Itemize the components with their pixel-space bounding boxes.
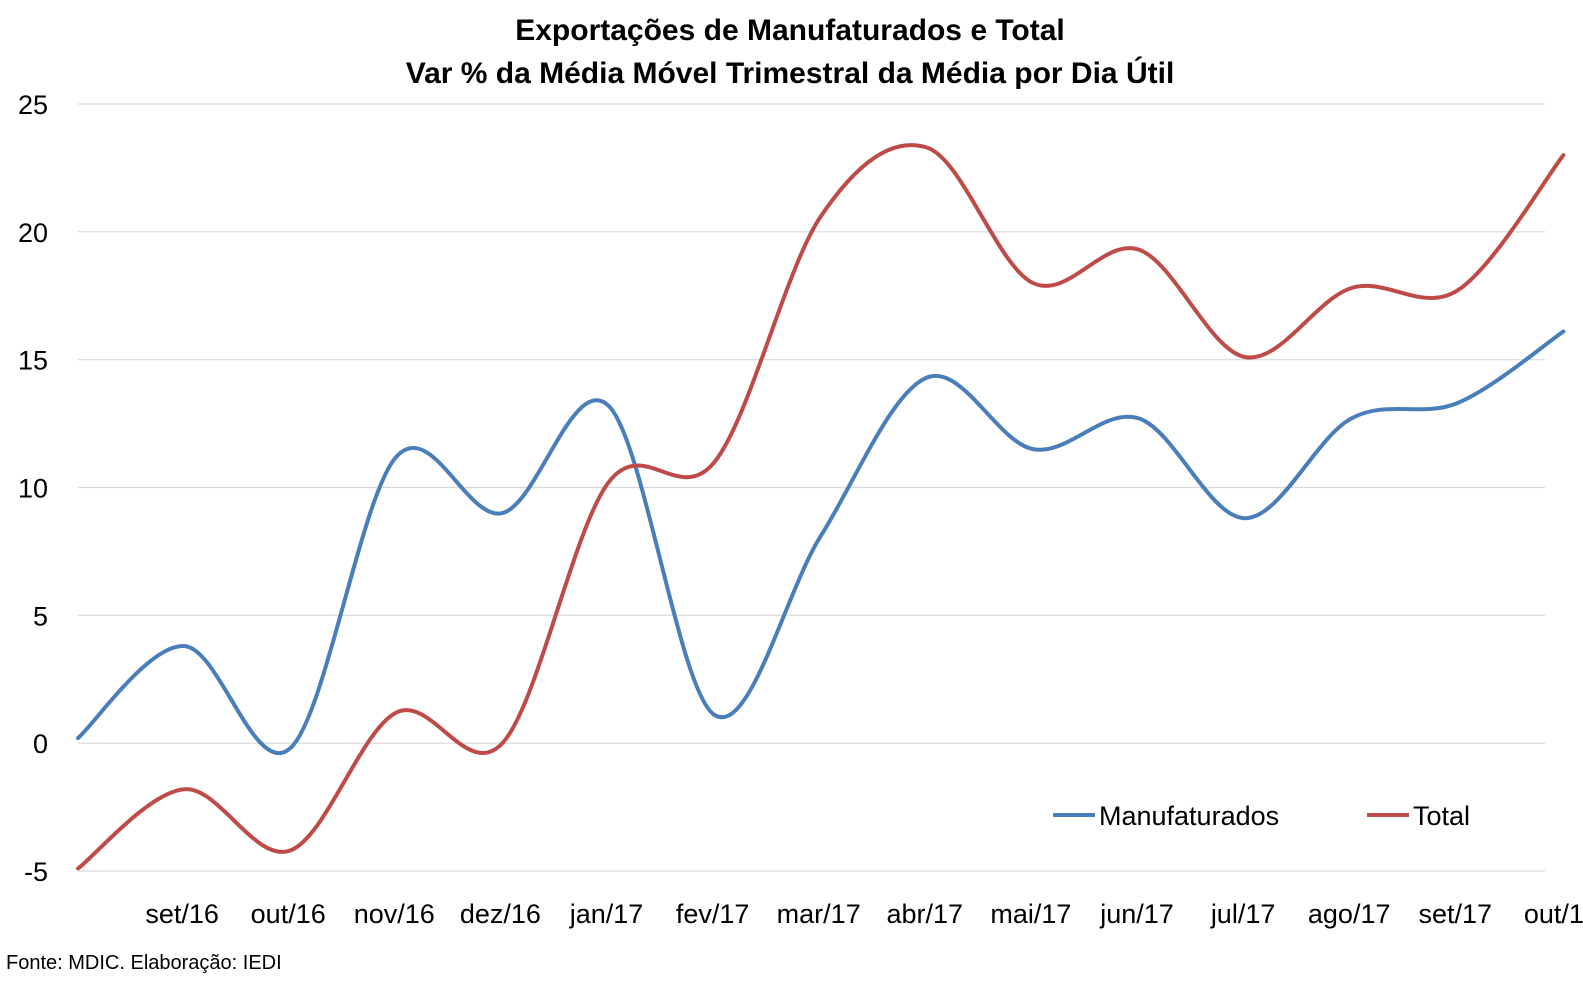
x-axis-tick-labels: set/16 out/16 nov/16 dez/16 jan/17 fev/17 mar/… xyxy=(145,899,1583,929)
x-tick-label: ago/17 xyxy=(1308,899,1391,929)
x-tick-label: jun/17 xyxy=(1099,899,1174,929)
x-tick-label: nov/16 xyxy=(354,899,435,929)
y-tick-label: -5 xyxy=(24,857,48,887)
x-tick-label: set/17 xyxy=(1419,899,1493,929)
y-axis-tick-labels: 25 20 15 10 5 0 -5 xyxy=(18,90,48,887)
legend-label-manufaturados: Manufaturados xyxy=(1099,801,1279,831)
y-tick-label: 0 xyxy=(33,729,48,759)
series-line-total xyxy=(76,143,1566,871)
chart-title-line-2: Var % da Média Móvel Trimestral da Média… xyxy=(406,56,1175,90)
y-tick-label: 20 xyxy=(18,218,48,248)
chart-title-line-1: Exportações de Manufaturados e Total xyxy=(515,14,1065,47)
gridlines xyxy=(78,103,1545,872)
x-tick-label: jan/17 xyxy=(569,899,644,929)
x-tick-label: out/16 xyxy=(251,899,326,929)
x-tick-label: fev/17 xyxy=(676,899,750,929)
legend-label-total: Total xyxy=(1413,801,1470,831)
y-tick-label: 5 xyxy=(33,601,48,631)
series-lines xyxy=(76,143,1566,871)
x-tick-label: out/17 xyxy=(1524,899,1583,929)
y-tick-label: 10 xyxy=(18,474,48,504)
x-tick-label: mai/17 xyxy=(990,899,1071,929)
x-tick-label: mar/17 xyxy=(777,899,861,929)
source-note: Fonte: MDIC. Elaboração: IEDI xyxy=(6,952,282,974)
series-line-manufaturados xyxy=(76,329,1566,755)
y-tick-label: 25 xyxy=(18,90,48,120)
x-tick-label: dez/16 xyxy=(460,899,541,929)
y-tick-label: 15 xyxy=(18,346,48,376)
x-tick-label: set/16 xyxy=(145,899,219,929)
legend: Manufaturados Total xyxy=(1053,801,1470,831)
x-tick-label: jul/17 xyxy=(1210,899,1276,929)
x-tick-label: abr/17 xyxy=(887,899,964,929)
